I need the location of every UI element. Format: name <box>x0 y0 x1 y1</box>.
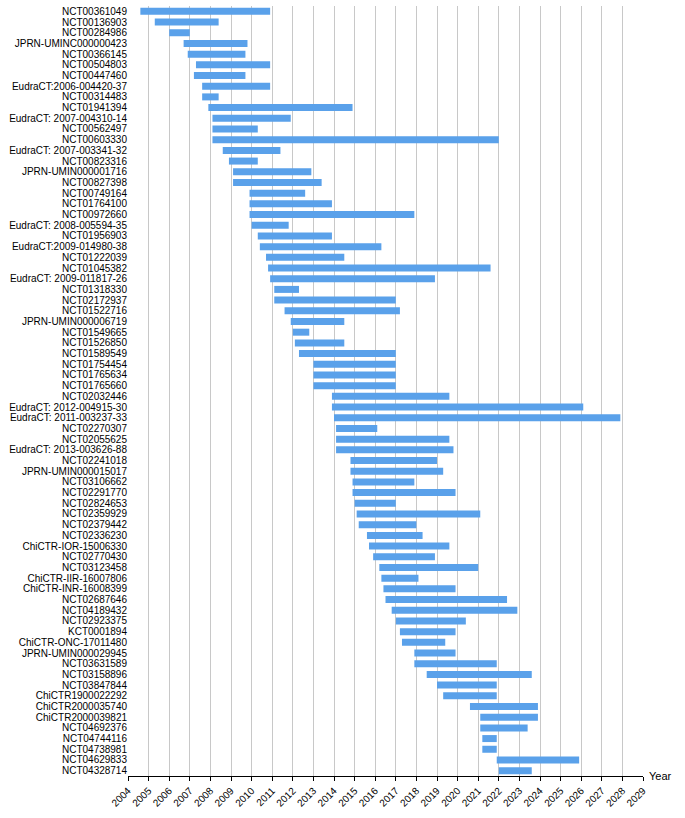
svg-text:2007: 2007 <box>171 785 195 809</box>
svg-text:EudraCT: 2009-011817-26: EudraCT: 2009-011817-26 <box>10 273 128 284</box>
svg-text:NCT00972660: NCT00972660 <box>62 209 127 220</box>
svg-text:NCT02336230: NCT02336230 <box>62 530 127 541</box>
svg-text:JPRN-UMIN000006719: JPRN-UMIN000006719 <box>22 316 127 327</box>
svg-text:NCT00749164: NCT00749164 <box>62 188 127 199</box>
svg-text:NCT01526850: NCT01526850 <box>62 337 127 348</box>
svg-text:ChiCTR-INR-16008399: ChiCTR-INR-16008399 <box>23 583 127 594</box>
svg-text:2006: 2006 <box>151 785 175 809</box>
svg-text:2010: 2010 <box>233 785 257 809</box>
svg-text:NCT02032446: NCT02032446 <box>62 391 127 402</box>
svg-text:NCT00823316: NCT00823316 <box>62 156 127 167</box>
svg-text:NCT01765634: NCT01765634 <box>62 369 127 380</box>
svg-text:2028: 2028 <box>604 785 628 809</box>
svg-text:2015: 2015 <box>336 785 360 809</box>
svg-text:NCT03631589: NCT03631589 <box>62 658 127 669</box>
svg-text:2017: 2017 <box>377 785 401 809</box>
svg-text:2005: 2005 <box>130 785 154 809</box>
svg-text:EudraCT:2006-004420-37: EudraCT:2006-004420-37 <box>12 81 128 92</box>
svg-text:NCT04189432: NCT04189432 <box>62 605 127 616</box>
svg-text:NCT02241018: NCT02241018 <box>62 455 127 466</box>
svg-text:NCT02172937: NCT02172937 <box>62 295 127 306</box>
svg-text:NCT01549665: NCT01549665 <box>62 327 127 338</box>
svg-text:NCT01318330: NCT01318330 <box>62 284 127 295</box>
svg-text:NCT02687646: NCT02687646 <box>62 594 127 605</box>
svg-text:NCT02055625: NCT02055625 <box>62 434 127 445</box>
svg-text:NCT00504803: NCT00504803 <box>62 59 127 70</box>
svg-text:NCT04744116: NCT04744116 <box>63 733 128 744</box>
svg-text:NCT00314483: NCT00314483 <box>62 91 127 102</box>
svg-text:2014: 2014 <box>315 785 339 809</box>
svg-text:JPRN-UMINC000000423: JPRN-UMINC000000423 <box>15 38 128 49</box>
svg-text:NCT00562497: NCT00562497 <box>62 123 127 134</box>
svg-text:2012: 2012 <box>274 785 298 809</box>
svg-text:NCT01754454: NCT01754454 <box>62 359 127 370</box>
svg-text:2027: 2027 <box>583 785 607 809</box>
svg-text:2023: 2023 <box>501 785 525 809</box>
svg-text:NCT00136903: NCT00136903 <box>62 17 127 28</box>
svg-text:NCT02379442: NCT02379442 <box>62 519 127 530</box>
svg-text:2024: 2024 <box>521 785 545 809</box>
svg-text:ChiCTR2000039821: ChiCTR2000039821 <box>36 712 128 723</box>
svg-text:Year: Year <box>649 770 672 782</box>
svg-text:NCT02291770: NCT02291770 <box>62 487 127 498</box>
svg-text:2022: 2022 <box>480 785 504 809</box>
svg-text:NCT01589549: NCT01589549 <box>62 348 127 359</box>
svg-text:ChiCTR-IIR-16007806: ChiCTR-IIR-16007806 <box>28 573 128 584</box>
svg-text:NCT01765660: NCT01765660 <box>62 380 127 391</box>
svg-text:NCT02270307: NCT02270307 <box>62 423 127 434</box>
svg-text:NCT01522716: NCT01522716 <box>62 305 127 316</box>
svg-text:ChiCTR1900022292: ChiCTR1900022292 <box>36 690 128 701</box>
svg-text:JPRN-UMIN000015017: JPRN-UMIN000015017 <box>22 466 127 477</box>
svg-text:2016: 2016 <box>357 785 381 809</box>
svg-text:2018: 2018 <box>398 785 422 809</box>
svg-text:NCT02359929: NCT02359929 <box>62 508 127 519</box>
svg-text:EudraCT: 2008-005594-35: EudraCT: 2008-005594-35 <box>9 220 127 231</box>
svg-text:NCT00284986: NCT00284986 <box>62 27 127 38</box>
svg-text:NCT00447460: NCT00447460 <box>62 70 127 81</box>
svg-text:2009: 2009 <box>212 785 236 809</box>
svg-text:NCT04738981: NCT04738981 <box>62 744 127 755</box>
svg-text:2026: 2026 <box>563 785 587 809</box>
svg-text:2013: 2013 <box>295 785 319 809</box>
svg-text:NCT01045382: NCT01045382 <box>62 263 127 274</box>
svg-text:JPRN-UMIN000029945: JPRN-UMIN000029945 <box>22 648 127 659</box>
svg-text:2025: 2025 <box>542 785 566 809</box>
svg-text:EudraCT: 2012-004915-30: EudraCT: 2012-004915-30 <box>9 402 127 413</box>
svg-text:NCT03123458: NCT03123458 <box>62 562 127 573</box>
svg-text:ChiCTR2000035740: ChiCTR2000035740 <box>36 701 128 712</box>
svg-text:NCT01941394: NCT01941394 <box>62 102 127 113</box>
svg-text:2029: 2029 <box>624 785 648 809</box>
svg-text:NCT02770430: NCT02770430 <box>62 551 127 562</box>
svg-text:NCT00603330: NCT00603330 <box>62 134 127 145</box>
svg-text:NCT01764100: NCT01764100 <box>62 198 127 209</box>
svg-text:NCT01956903: NCT01956903 <box>62 230 127 241</box>
svg-text:2004: 2004 <box>109 785 133 809</box>
svg-text:NCT04629833: NCT04629833 <box>62 754 127 765</box>
svg-text:2021: 2021 <box>460 785 484 809</box>
svg-text:KCT0001894: KCT0001894 <box>68 626 127 637</box>
svg-text:2019: 2019 <box>418 785 442 809</box>
svg-text:2011: 2011 <box>254 785 277 808</box>
svg-text:NCT03158896: NCT03158896 <box>62 669 127 680</box>
svg-text:EudraCT: 2007-004310-14: EudraCT: 2007-004310-14 <box>9 113 127 124</box>
svg-text:NCT00827398: NCT00827398 <box>62 177 127 188</box>
svg-text:2008: 2008 <box>192 785 216 809</box>
svg-text:EudraCT: 2007-003341-32: EudraCT: 2007-003341-32 <box>9 145 127 156</box>
svg-text:EudraCT: 2011-003237-33: EudraCT: 2011-003237-33 <box>10 412 128 423</box>
svg-text:NCT00366145: NCT00366145 <box>62 49 127 60</box>
svg-text:NCT02824653: NCT02824653 <box>62 498 127 509</box>
svg-text:NCT04328714: NCT04328714 <box>62 765 127 776</box>
svg-text:JPRN-UMIN000001716: JPRN-UMIN000001716 <box>22 166 127 177</box>
svg-text:NCT00361049: NCT00361049 <box>62 6 127 17</box>
svg-text:EudraCT: 2013-003626-88: EudraCT: 2013-003626-88 <box>9 444 127 455</box>
svg-text:NCT03847844: NCT03847844 <box>62 680 127 691</box>
svg-text:NCT02923375: NCT02923375 <box>62 615 127 626</box>
svg-text:ChiCTR-ONC-17011480: ChiCTR-ONC-17011480 <box>19 637 128 648</box>
svg-text:NCT04692376: NCT04692376 <box>62 722 127 733</box>
svg-text:2020: 2020 <box>439 785 463 809</box>
svg-text:ChiCTR-IOR-15006330: ChiCTR-IOR-15006330 <box>23 541 128 552</box>
svg-text:EudraCT:2009-014980-38: EudraCT:2009-014980-38 <box>12 241 128 252</box>
svg-text:NCT01222039: NCT01222039 <box>62 252 127 263</box>
svg-text:NCT03106662: NCT03106662 <box>62 476 127 487</box>
